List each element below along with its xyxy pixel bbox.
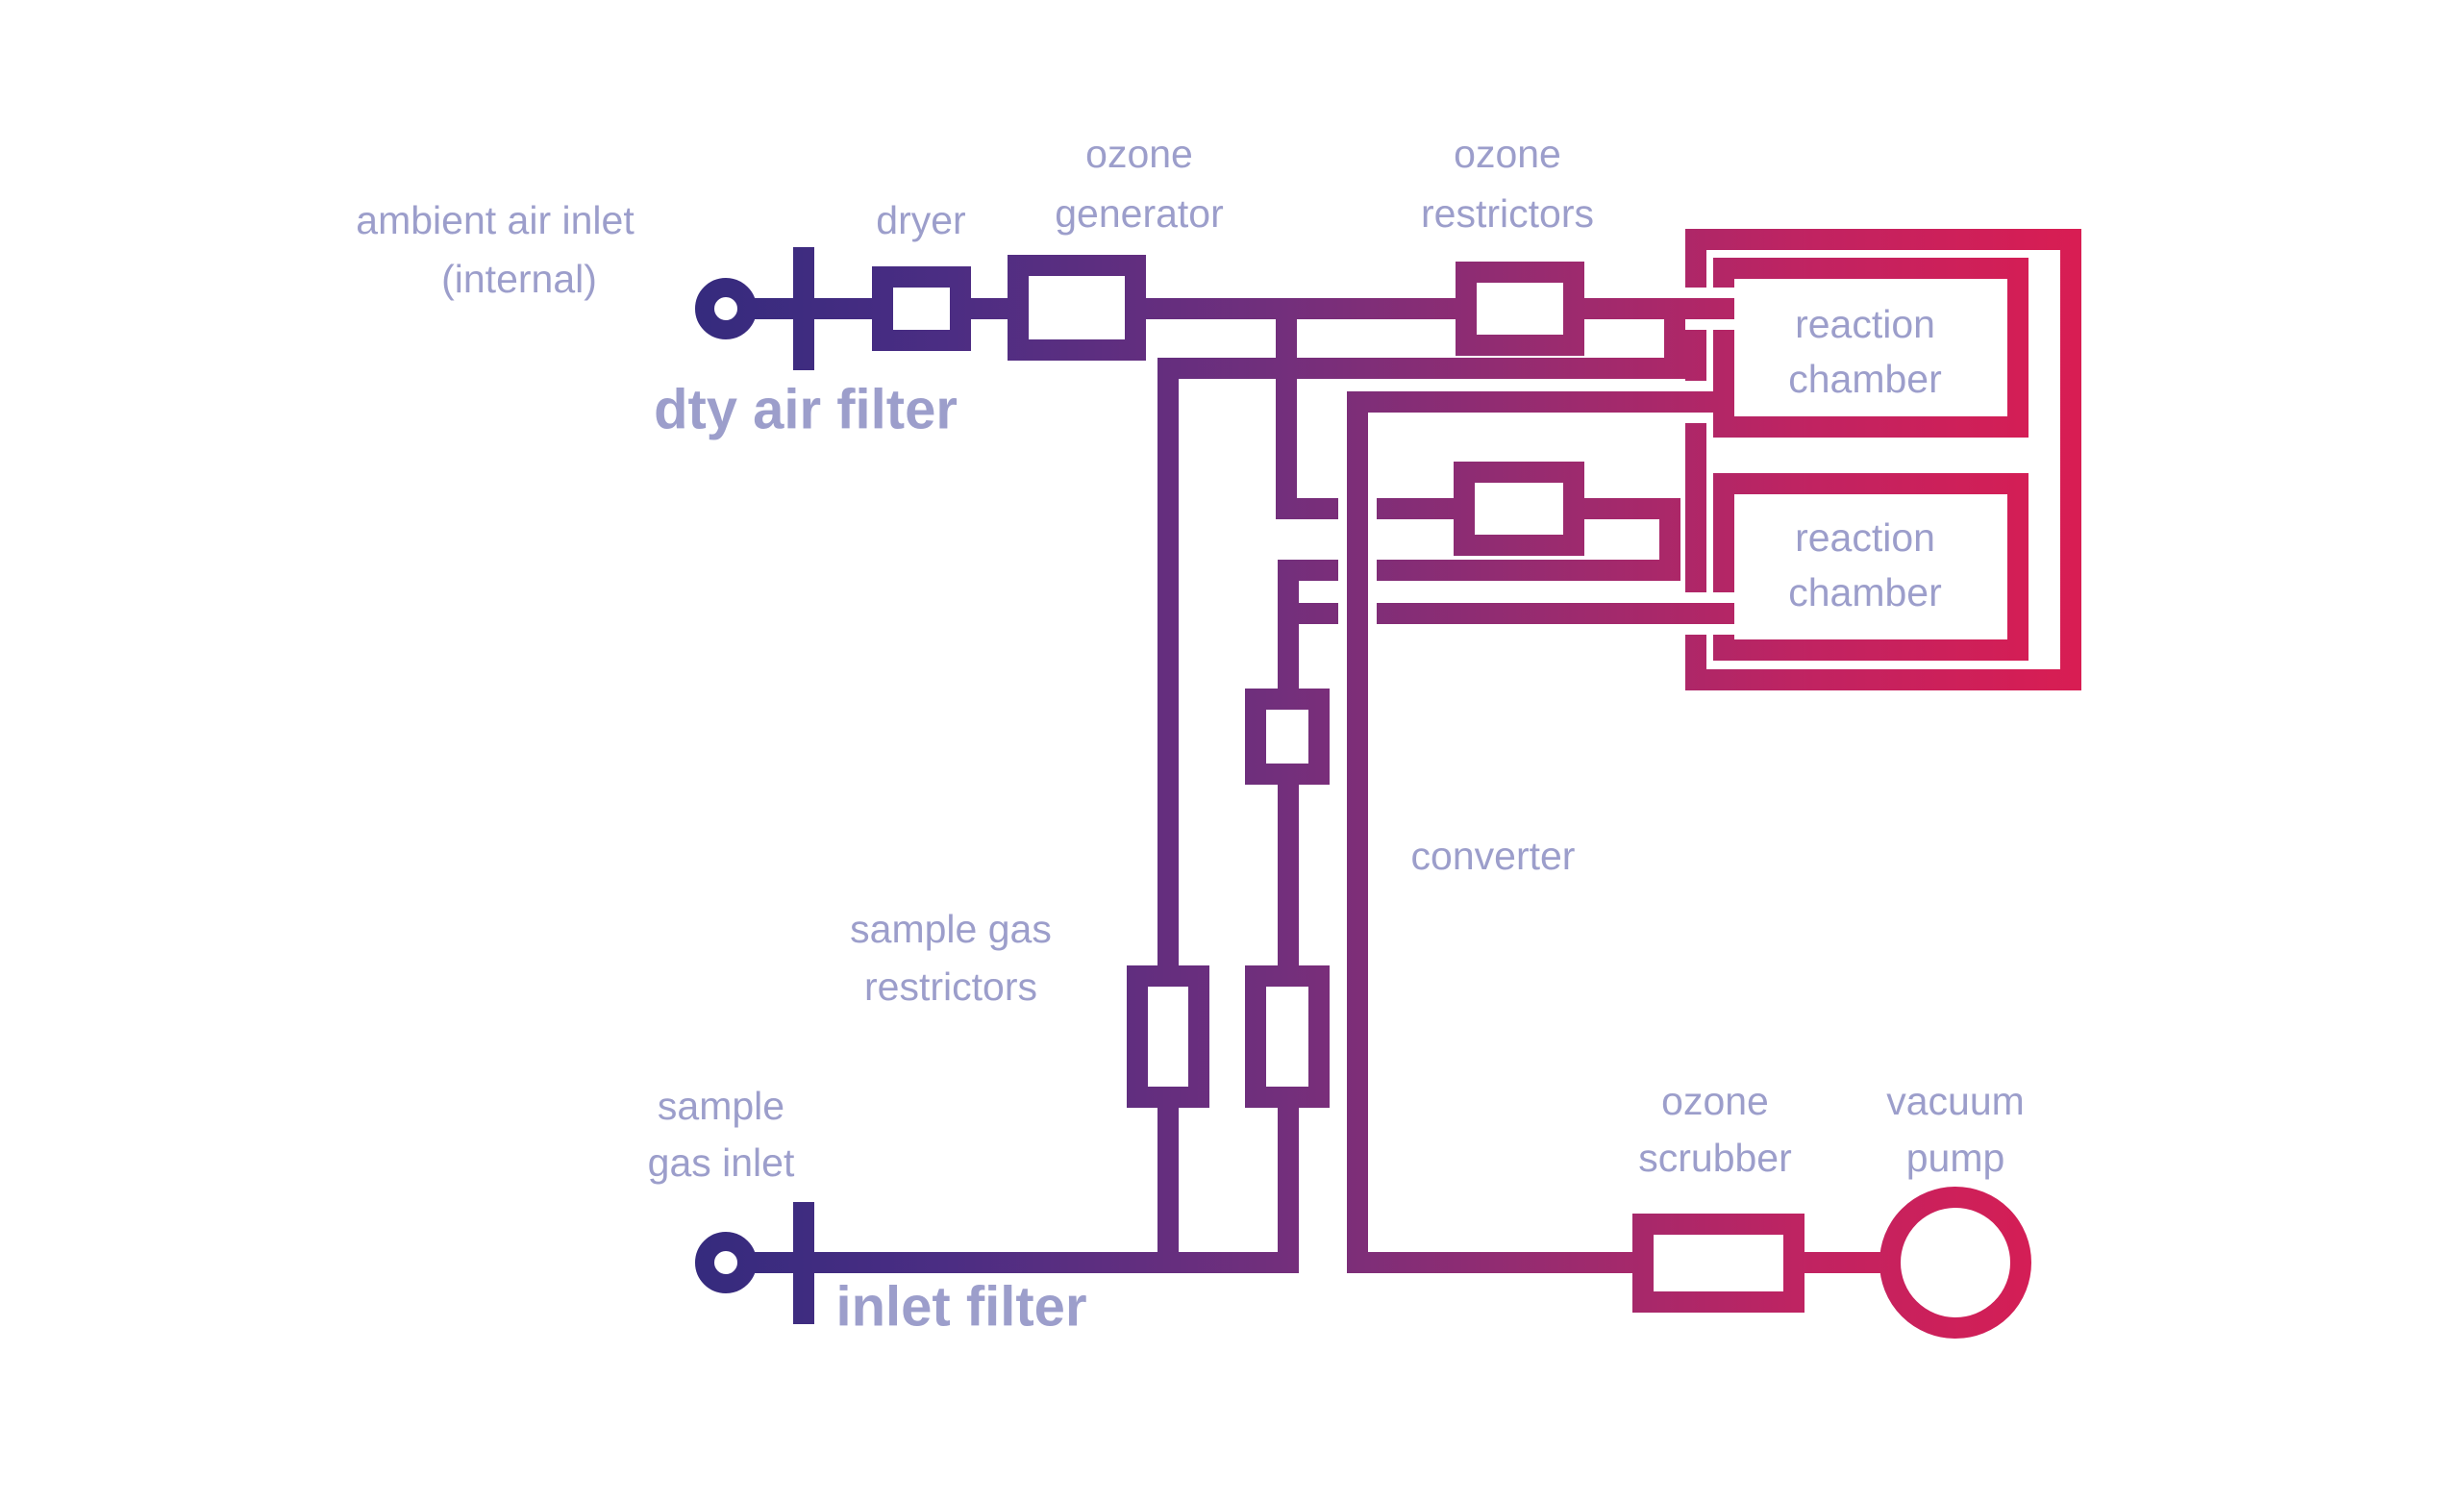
sample-gas-restrictor-left-box: [1127, 965, 1209, 1108]
reaction-chamber-bottom-label-2: chamber: [1788, 570, 1942, 614]
ozone-generator-label-2: generator: [1055, 191, 1224, 236]
ozone-scrubber-label-1: ozone: [1661, 1079, 1769, 1123]
ozone-generator-box: [1008, 255, 1146, 361]
ozone-scrubber-label-2: scrubber: [1638, 1136, 1792, 1180]
inlet-filter-label: inlet filter: [835, 1275, 1086, 1338]
ambient-air-inlet-label-1: ambient air inlet: [356, 198, 635, 242]
reaction-chamber-top-label-1: reaction: [1795, 302, 1935, 346]
reaction-chamber-bottom-box: [1713, 473, 2028, 661]
reaction-chamber-bottom-label-1: reaction: [1795, 515, 1935, 560]
sample-gas-inlet-label-1: sample: [658, 1084, 784, 1128]
sample-gas-inlet-port: [695, 1232, 757, 1293]
ambient-air-inlet-port: [695, 278, 757, 339]
ozone-restrictor-top-box: [1456, 262, 1584, 356]
dryer-box: [872, 266, 971, 351]
sample-no-channel-pipe: [1157, 298, 1685, 1273]
ozone-generator-label-1: ozone: [1085, 132, 1193, 176]
dryer-label: dryer: [876, 198, 965, 242]
sample-gas-inlet-label-2: gas inlet: [648, 1140, 795, 1185]
ozone-scrubber-box: [1632, 1214, 1804, 1313]
converter-label: converter: [1411, 834, 1576, 878]
vacuum-pump-circle: [1879, 1187, 2031, 1339]
ozone-restrictor-bottom-box: [1454, 462, 1584, 556]
reaction-chamber-top-label-2: chamber: [1788, 357, 1942, 401]
ozone-restrictors-label-2: restrictors: [1421, 191, 1594, 236]
vacuum-pump-label-1: vacuum: [1886, 1079, 2025, 1123]
dry-air-filter-label: dty air filter: [654, 378, 958, 440]
sample-gas-restrictors-label-1: sample gas: [850, 907, 1052, 951]
ambient-air-inlet-label-2: (internal): [441, 257, 597, 301]
sample-gas-restrictor-right-box: [1245, 965, 1330, 1108]
reaction-chamber-top-box: [1713, 258, 2028, 438]
converter-box: [1245, 689, 1330, 785]
vacuum-pump-label-2: pump: [1906, 1136, 2005, 1180]
ozone-restrictors-label-1: ozone: [1454, 132, 1561, 176]
sample-gas-restrictors-label-2: restrictors: [864, 964, 1037, 1009]
